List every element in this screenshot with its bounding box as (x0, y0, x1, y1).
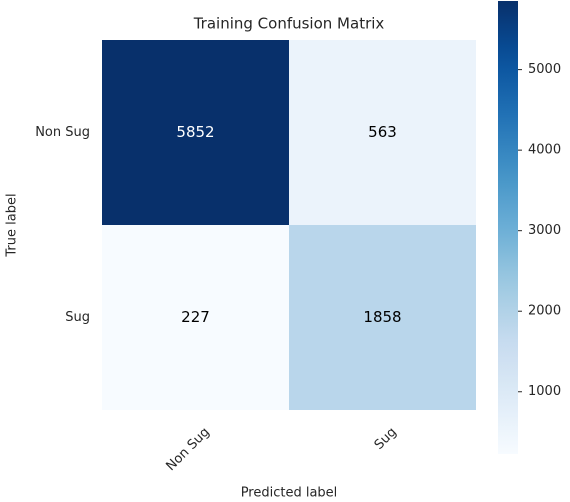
colorbar-tick-label: 4000 (528, 143, 561, 158)
colorbar-tick-label: 3000 (528, 223, 561, 238)
y-tick-label: Non Sug (35, 125, 90, 140)
cell-label: 563 (368, 123, 397, 141)
cell (102, 225, 289, 410)
cell (289, 40, 476, 225)
chart-title: Training Confusion Matrix (193, 15, 385, 33)
cell (289, 225, 476, 410)
colorbar-tick-label: 5000 (528, 62, 561, 77)
colorbar-tick-label: 1000 (528, 384, 561, 399)
x-axis-label: Predicted label (241, 486, 338, 501)
colorbar (498, 1, 518, 454)
y-axis-label: True label (5, 193, 20, 257)
cell-label: 5852 (176, 123, 214, 141)
x-tick-label: Non Sug (163, 425, 212, 474)
y-tick-label: Sug (65, 310, 90, 325)
x-tick-label: Sug (372, 425, 400, 453)
cell (102, 40, 289, 225)
colorbar-tick-label: 2000 (528, 304, 561, 319)
cell-label: 1858 (363, 308, 401, 326)
cell-label: 227 (181, 308, 210, 326)
